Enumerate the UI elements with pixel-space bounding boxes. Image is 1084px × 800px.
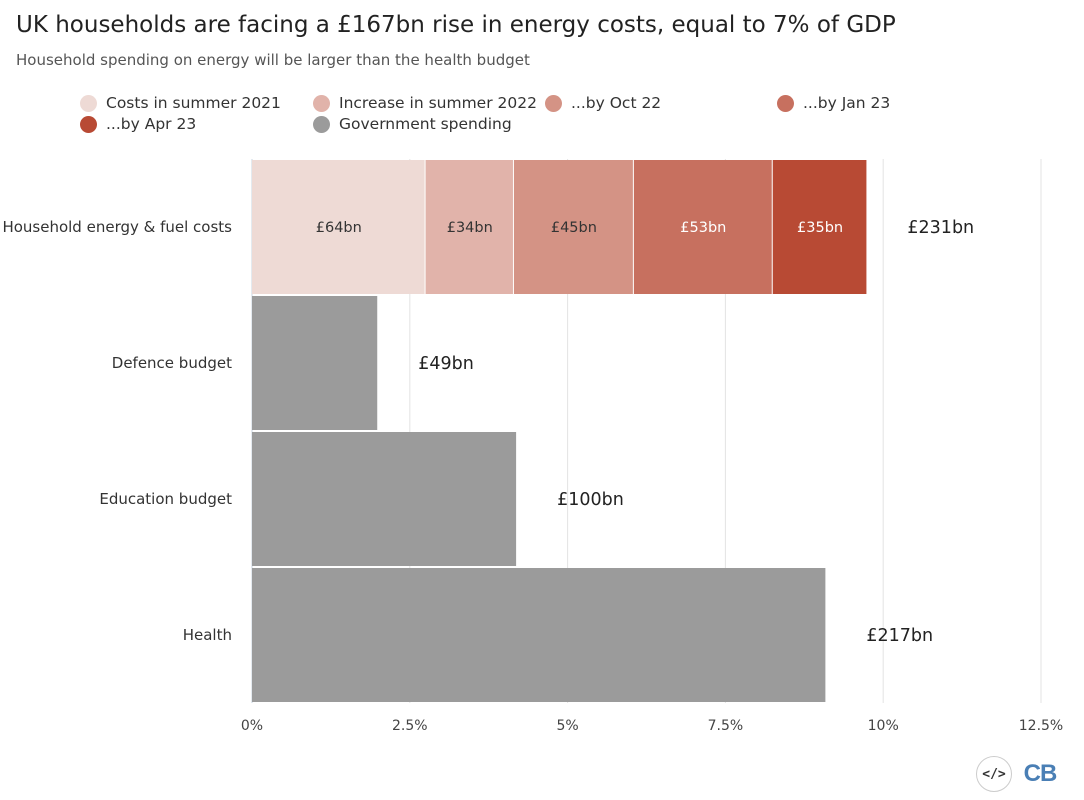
bar-segment <box>252 160 425 294</box>
bar-segment <box>772 160 867 294</box>
total-label: £49bn <box>418 354 474 374</box>
legend-swatch <box>545 94 562 112</box>
bar-segment <box>513 160 633 294</box>
x-tick-label: 12.5% <box>1019 718 1063 734</box>
legend-label: ...by Apr 23 <box>106 115 197 133</box>
bar-value-label: £53bn <box>680 220 726 236</box>
legend-swatch <box>777 94 794 112</box>
legend-swatch <box>80 115 97 133</box>
category-label: Defence budget <box>112 354 232 372</box>
bar-segment <box>252 568 826 702</box>
legend-item: Costs in summer 2021 <box>80 94 281 112</box>
bar-value-label: £45bn <box>551 220 597 236</box>
bar-value-label: £35bn <box>797 220 843 236</box>
total-label: £231bn <box>907 218 974 238</box>
legend-label: Increase in summer 2022 <box>339 94 537 112</box>
bar-segment <box>425 160 513 294</box>
legend-item: ...by Apr 23 <box>80 115 196 133</box>
legend: Costs in summer 2021 Increase in summer 2… <box>80 94 980 138</box>
legend-swatch <box>313 115 330 133</box>
bar-value-label: £34bn <box>447 220 493 236</box>
chart-subtitle: Household spending on energy will be lar… <box>16 51 530 69</box>
bar-value-label: £64bn <box>316 220 362 236</box>
legend-item: ...by Oct 22 <box>545 94 661 112</box>
legend-label: Government spending <box>339 115 512 133</box>
category-label: Health <box>183 626 232 644</box>
legend-label: ...by Jan 23 <box>803 94 891 112</box>
x-tick-label: 7.5% <box>708 718 744 734</box>
x-tick-label: 2.5% <box>392 718 428 734</box>
bar-chart: 0% 2.5% 5% 7.5% 10% 12.5% £64bn £34bn £45bn £53bn… <box>2 159 1063 734</box>
legend-item: Government spending <box>313 115 512 133</box>
legend-item: Increase in summer 2022 <box>313 94 537 112</box>
bar-segment <box>252 432 517 566</box>
legend-item: ...by Jan 23 <box>777 94 890 112</box>
bar-segment <box>633 160 772 294</box>
x-tick-label: 0% <box>241 718 263 734</box>
embed-code-icon[interactable]: </> <box>976 756 1012 792</box>
chart-title: UK households are facing a £167bn rise i… <box>16 12 896 38</box>
legend-label: ...by Oct 22 <box>571 94 662 112</box>
category-label: Household energy & fuel costs <box>2 218 232 236</box>
total-label: £100bn <box>557 490 624 510</box>
legend-label: Costs in summer 2021 <box>106 94 281 112</box>
carbon-brief-logo: CB <box>1023 760 1058 787</box>
legend-swatch <box>80 94 97 112</box>
category-label: Education budget <box>99 490 232 508</box>
bar-segment <box>252 296 378 430</box>
legend-swatch <box>313 94 330 112</box>
total-label: £217bn <box>866 626 933 646</box>
x-tick-label: 10% <box>868 718 899 734</box>
x-tick-label: 5% <box>556 718 578 734</box>
